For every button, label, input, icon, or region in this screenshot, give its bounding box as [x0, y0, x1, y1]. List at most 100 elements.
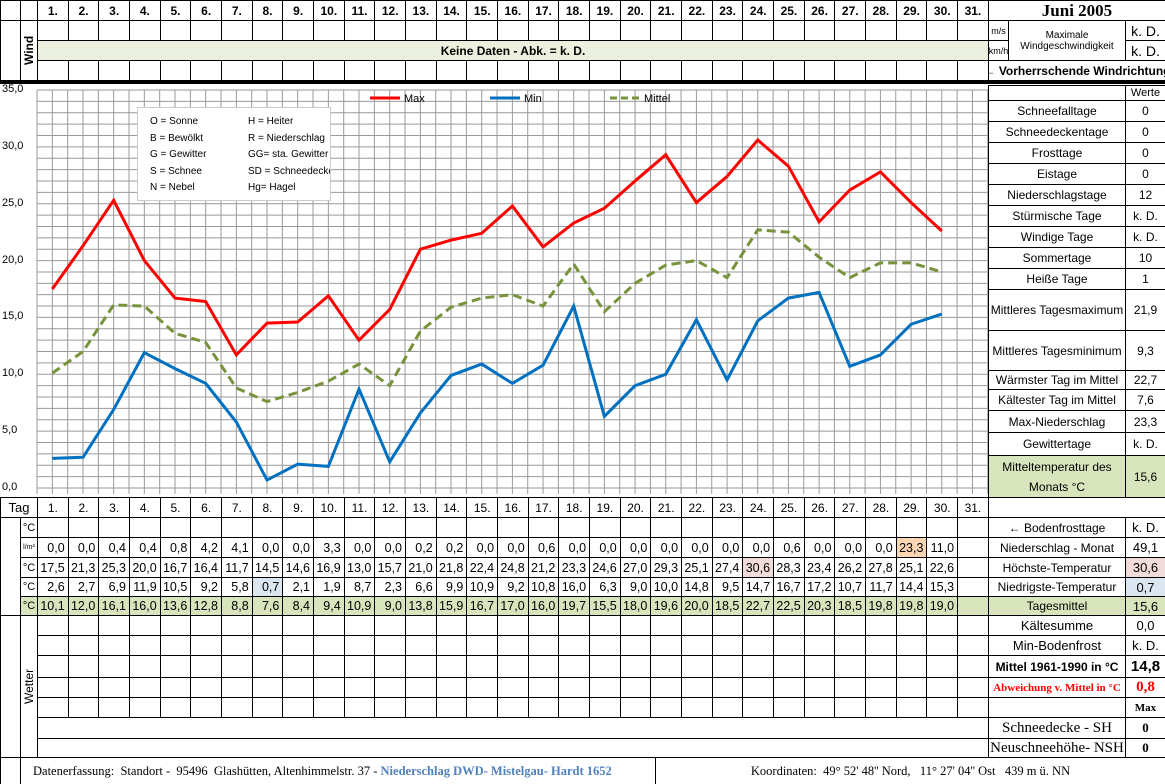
legend-label: Max: [404, 93, 425, 105]
max-cell: 28,3: [773, 557, 805, 578]
precip-cell: 0,8: [159, 537, 192, 558]
weather-cell: [681, 635, 713, 656]
mean-cell: 18,0: [619, 596, 652, 616]
legend-label: Mittel: [644, 93, 670, 105]
min-cell: 2,1: [282, 577, 315, 597]
y-tick-label: 5,0: [2, 424, 18, 437]
wind-no-data-band: Keine Daten - Abk. = k. D.: [37, 40, 989, 61]
weather-cell: [619, 655, 652, 678]
y-tick-label: 30,0: [2, 139, 24, 152]
weather-cell: [834, 655, 867, 678]
weather-cell: [619, 615, 652, 636]
stat-label: Stürmische Tage: [988, 205, 1126, 227]
y-tick-label: 0,0: [2, 481, 18, 493]
precip-cell: 0,2: [435, 537, 468, 558]
precip-cell: 0,0: [681, 537, 713, 558]
weather-cell: [159, 655, 192, 678]
summary-value: 15,6: [1125, 596, 1165, 616]
day-header-bottom: 19.: [589, 497, 621, 518]
weather-cell: [98, 697, 130, 718]
precip-cell: 0,2: [405, 537, 437, 558]
precip-cell: 0,0: [742, 537, 775, 558]
weather-cell: [435, 677, 468, 698]
day-header-bottom: 28.: [865, 497, 897, 518]
mean-cell: 19,8: [865, 596, 897, 616]
day-header-bottom: 8.: [251, 497, 284, 518]
precip-cell: 0,0: [619, 537, 652, 558]
min-cell: 17,2: [803, 577, 836, 597]
summary-value: 0,7: [1125, 577, 1165, 597]
max-cell: 25,1: [681, 557, 713, 578]
stat-value: k. D.: [1125, 205, 1165, 227]
blank-cell: [282, 517, 315, 538]
weather-cell: [221, 635, 253, 656]
mean-cell: 8,8: [221, 596, 253, 616]
precip-cell: 0,4: [129, 537, 161, 558]
weather-cell: [343, 655, 376, 678]
day-header-bottom: 17.: [527, 497, 560, 518]
precip-cell: 0,0: [834, 537, 867, 558]
min-cell: 2,7: [67, 577, 100, 597]
weather-cell: [865, 677, 897, 698]
weather-code-legend: O = Sonne H = Heiter B = Bewölkt R = Nieder…: [137, 107, 331, 201]
weather-cell: [221, 697, 253, 718]
weather-cell: [159, 615, 192, 636]
min-cell: [957, 577, 989, 597]
mean-cell: 13,8: [405, 596, 437, 616]
blank-cell: [221, 517, 253, 538]
min-cell: 16,7: [773, 577, 805, 597]
precip-cell: 11,0: [926, 537, 959, 558]
weather-cell: [865, 635, 897, 656]
location-text: Datenerfassung: Standort - 95496 Glashüt…: [33, 763, 381, 778]
day-header-bottom: 16.: [497, 497, 529, 518]
summary-label: Niederschlag - Monat: [988, 537, 1126, 558]
max-cell: 17,5: [37, 557, 69, 578]
precip-cell: 23,3: [895, 537, 928, 558]
weather-cell: [435, 615, 468, 636]
weather-cell: [67, 677, 100, 698]
weather-cell: [773, 655, 805, 678]
stat-value: 1: [1125, 268, 1165, 290]
weather-cell: [957, 655, 989, 678]
mean-cell: 19,6: [650, 596, 683, 616]
blank-cell: [650, 517, 683, 538]
min-cell: 14,7: [742, 577, 775, 597]
summary-value: 0,8: [1125, 677, 1165, 698]
summary-value: 0: [1125, 738, 1165, 758]
weather-cell: [282, 655, 315, 678]
weather-cell: [589, 615, 621, 636]
stat-value: 22,7: [1125, 370, 1165, 390]
max-cell: 21,2: [527, 557, 560, 578]
weather-cell: [37, 677, 69, 698]
weather-code: O = Sonne: [150, 116, 199, 127]
weather-cell: [129, 655, 161, 678]
mean-cell: 17,0: [497, 596, 529, 616]
weather-cell: [711, 635, 744, 656]
blank-cell: [374, 517, 407, 538]
day-header-bottom: 29.: [895, 497, 928, 518]
max-cell: 23,3: [558, 557, 591, 578]
weather-cell: [497, 615, 529, 636]
weather-cell: [711, 697, 744, 718]
max-cell: 23,4: [803, 557, 836, 578]
weather-cell: [67, 615, 100, 636]
precip-cell: 0,0: [711, 537, 744, 558]
weather-code: GG= sta. Gewitter: [248, 149, 329, 160]
unit-kmh: km/h: [988, 40, 1009, 61]
stats-header: Werte: [1125, 85, 1165, 101]
weather-cell: [711, 615, 744, 636]
blank-cell: [405, 517, 437, 538]
unit-label: °C: [20, 577, 38, 597]
day-header-bottom: 12.: [374, 497, 407, 518]
precip-source-link[interactable]: Niederschlag DWD- Mistelgau- Hardt 1652: [380, 763, 612, 778]
max-cell: 21,0: [405, 557, 437, 578]
min-cell: 9,2: [190, 577, 222, 597]
unit-ms: m/s: [988, 20, 1009, 41]
max-cell: 15,7: [374, 557, 407, 578]
stat-label: Mittleres Tagesmaximum: [988, 289, 1126, 331]
mean-cell: 7,6: [251, 596, 284, 616]
stat-label: Kältester Tag im Mittel: [988, 389, 1126, 411]
blank-cell: [834, 517, 867, 538]
mean-cell: 9,0: [374, 596, 407, 616]
